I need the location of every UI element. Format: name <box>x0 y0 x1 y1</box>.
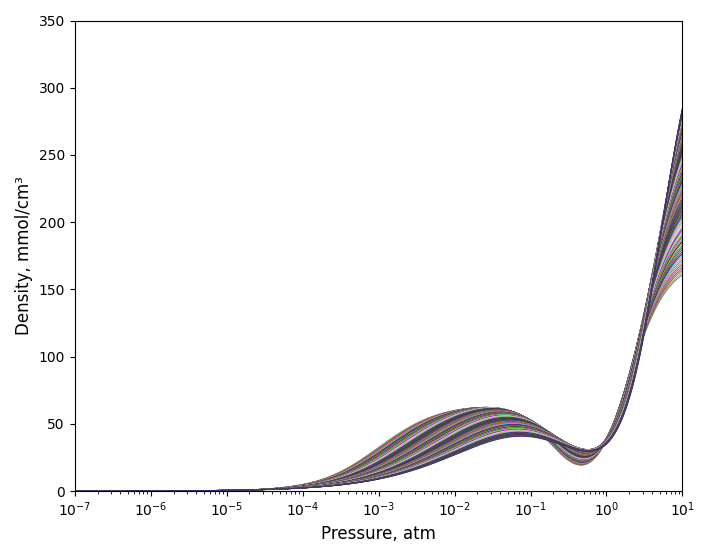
X-axis label: Pressure, atm: Pressure, atm <box>321 525 436 543</box>
Y-axis label: Density, mmol/cm³: Density, mmol/cm³ <box>15 176 33 335</box>
